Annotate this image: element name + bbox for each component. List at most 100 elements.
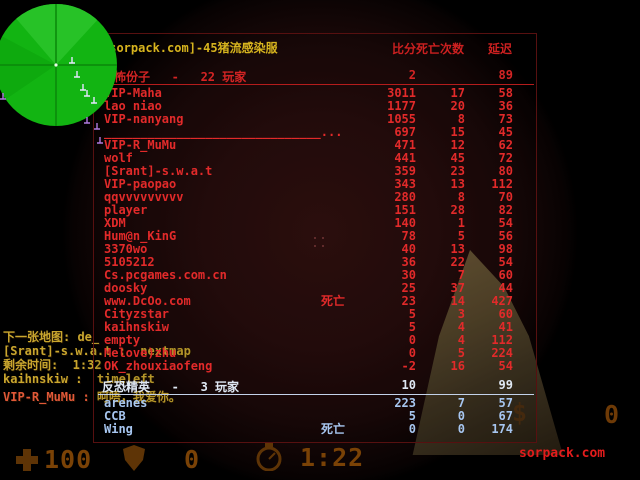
crosshair-dot: [314, 245, 316, 247]
player-row: XDM 140 1 54: [94, 217, 538, 230]
player-ping: 67: [498, 409, 513, 423]
player-score: 471: [394, 138, 416, 152]
player-score: 30: [401, 268, 416, 282]
player-deaths: 7: [457, 268, 465, 282]
player-ping: 82: [498, 203, 513, 217]
player-deaths: 37: [450, 281, 465, 295]
player-name: Cityzstar: [104, 307, 170, 321]
player-status-dead: 死亡: [321, 422, 346, 436]
player-name: XDM: [104, 216, 126, 230]
player-row: www.DcOo.com 死亡 23 14 427: [94, 295, 538, 308]
player-deaths: 4: [457, 333, 465, 347]
radar-hostage-marker: [84, 117, 90, 124]
player-name: VIP-Maha: [104, 86, 162, 100]
player-name: [Srant]-s.w.a.t: [104, 164, 213, 178]
radar-teammate-marker: [74, 71, 80, 78]
chat-text: timeleft: [96, 372, 155, 386]
radar: [0, 4, 117, 144]
radar-self-dot: [54, 63, 58, 67]
column-header-score: 比分: [391, 42, 416, 56]
chat-line: 剩余时间: 1:32: [3, 358, 333, 372]
player-ping: 62: [498, 138, 513, 152]
player-row: VIP-R_MuMu 471 12 62: [94, 139, 538, 152]
player-deaths: 20: [450, 99, 465, 113]
scoreboard-panel: [sorpack.com]-45猪流感染服 比分 死亡次数 延迟 恐怖份子 - …: [93, 33, 537, 443]
crosshair-dot: [322, 237, 324, 239]
radar-view-cone: [2, 4, 112, 65]
chat-player-name: VIP-R_MuMu :: [3, 390, 97, 404]
player-row: wolf 441 45 72: [94, 152, 538, 165]
player-deaths: 7: [457, 396, 465, 410]
team-name-and-count: 反恐精英 - 3 玩家: [102, 380, 240, 394]
chat-text: [Srant]-s.w.a.t :: [3, 344, 141, 358]
player-score: 359: [394, 164, 416, 178]
player-ping: 56: [498, 229, 513, 243]
player-name: 3370wo: [104, 242, 148, 256]
player-deaths: 0: [457, 409, 465, 423]
player-name: Wing: [104, 422, 133, 436]
team-header: 恐怖份子 - 22 玩家 2 89: [94, 68, 538, 84]
player-row: 5105212 36 22 54: [94, 256, 538, 269]
team-ping: 89: [498, 68, 513, 82]
player-score: 40: [401, 242, 416, 256]
player-row: doosky 25 37 44: [94, 282, 538, 295]
team-header: 反恐精英 - 3 玩家 10 99: [94, 378, 538, 394]
player-score: 5: [408, 307, 416, 321]
player-row: player 151 28 82: [94, 204, 538, 217]
player-ping: 57: [498, 396, 513, 410]
player-deaths: 5: [457, 229, 465, 243]
player-score: 280: [394, 190, 416, 204]
player-score: 223: [394, 396, 416, 410]
player-name: CCB: [104, 409, 126, 423]
player-score: 25: [401, 281, 416, 295]
player-deaths: 1: [457, 216, 465, 230]
player-score: 140: [394, 216, 416, 230]
player-name: 5105212: [104, 255, 155, 269]
player-deaths: 8: [457, 190, 465, 204]
player-ping: 224: [491, 346, 513, 360]
radar-player-markers: [0, 57, 103, 144]
chat-text: kaihnskiw :: [3, 372, 97, 386]
player-row: lao niao 1177 20 36: [94, 100, 538, 113]
player-ping: 70: [498, 190, 513, 204]
player-status-dead: 死亡: [321, 294, 346, 308]
player-score: 0: [408, 422, 416, 436]
player-row: kaihnskiw 5 4 41: [94, 321, 538, 334]
player-row: Wing 死亡 0 0 174: [94, 423, 538, 436]
player-ping: 98: [498, 242, 513, 256]
player-row: 3370wo 40 13 98: [94, 243, 538, 256]
player-name: doosky: [104, 281, 148, 295]
player-deaths: 5: [457, 346, 465, 360]
player-ping: 112: [491, 177, 513, 191]
player-row: VIP-nanyang 1055 8 73: [94, 113, 538, 126]
player-score: 5: [408, 320, 416, 334]
player-name: qqvvvvvvvvv: [104, 190, 184, 204]
player-score: 151: [394, 203, 416, 217]
player-score: 1177: [387, 99, 416, 113]
player-name: ______________________________...: [104, 125, 343, 139]
player-score: 0: [408, 333, 416, 347]
player-score: 36: [401, 255, 416, 269]
player-name: kaihnskiw: [104, 320, 170, 334]
player-score: 78: [401, 229, 416, 243]
player-score: 441: [394, 151, 416, 165]
column-header-deaths: 死亡次数: [415, 42, 464, 56]
player-row: Cs.pcgames.com.cn 30 7 60: [94, 269, 538, 282]
radar-teammate-marker: [80, 84, 86, 91]
team-score: 2: [408, 68, 416, 82]
player-ping: 72: [498, 151, 513, 165]
chat-line: VIP-R_MuMu : 呵唔，我爱你。: [3, 390, 333, 404]
player-ping: 58: [498, 86, 513, 100]
player-ping: 54: [498, 255, 513, 269]
player-name: www.DcOo.com: [104, 294, 191, 308]
radar-hostage-marker: [0, 93, 6, 100]
chat-text: 下一张地图: de_: [3, 330, 100, 344]
player-deaths: 28: [450, 203, 465, 217]
player-ping: 73: [498, 112, 513, 126]
player-row: Hum@n_KinG 78 5 56: [94, 230, 538, 243]
column-header-ping: 延迟: [487, 42, 512, 56]
player-row: [Srant]-s.w.a.t 359 23 80: [94, 165, 538, 178]
radar-hostage-marker: [94, 123, 100, 130]
player-deaths: 17: [450, 86, 465, 100]
